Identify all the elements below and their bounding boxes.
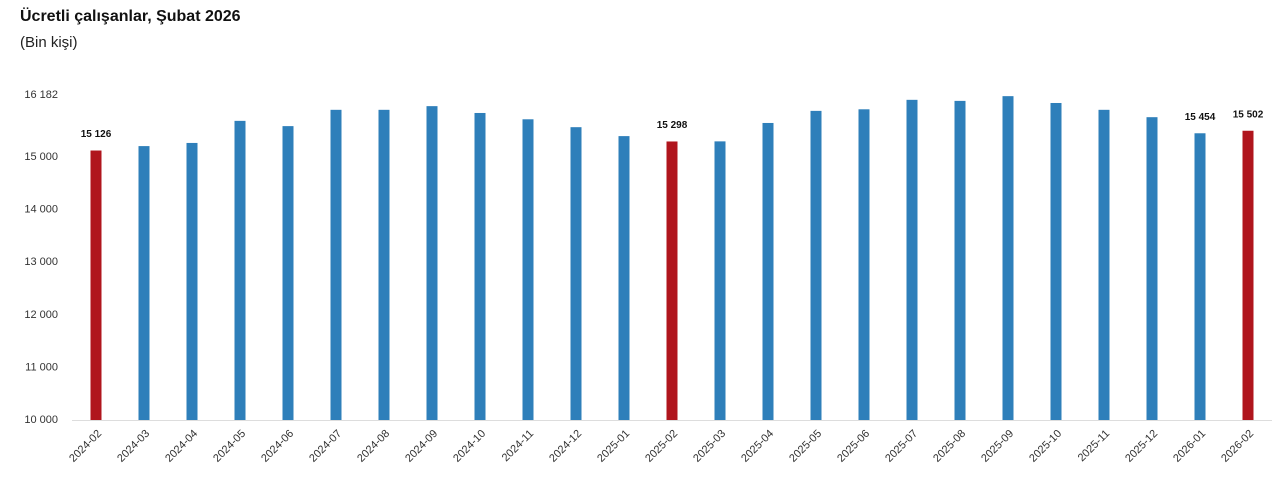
y-tick-label: 14 000 xyxy=(24,204,58,216)
x-tick-label: 2025-05 xyxy=(787,428,824,465)
x-tick-label: 2024-03 xyxy=(115,428,152,465)
x-tick-label: 2024-11 xyxy=(500,428,536,464)
bar xyxy=(1194,133,1206,420)
x-tick-label: 2024-12 xyxy=(547,428,584,465)
x-tick-label: 2024-09 xyxy=(403,428,440,465)
bar xyxy=(138,146,150,420)
bar xyxy=(186,142,198,420)
x-tick-label: 2024-04 xyxy=(163,428,200,465)
x-tick-label: 2026-01 xyxy=(1171,428,1208,465)
x-tick-label: 2025-11 xyxy=(1076,428,1112,464)
value-label: 15 502 xyxy=(1233,109,1264,120)
x-tick-label: 2025-02 xyxy=(643,428,680,465)
x-tick-label: 2025-06 xyxy=(835,428,872,465)
bar xyxy=(906,99,918,421)
bar xyxy=(282,126,294,420)
bar xyxy=(570,127,582,420)
chart-subtitle: (Bin kişi) xyxy=(20,34,78,51)
bar xyxy=(618,136,630,420)
bar xyxy=(810,110,822,420)
value-label: 15 298 xyxy=(657,120,688,131)
x-tick-label: 2025-10 xyxy=(1027,428,1064,465)
bar xyxy=(378,109,390,420)
bar xyxy=(666,141,678,420)
bar xyxy=(1146,117,1158,421)
bar xyxy=(522,119,534,420)
bar xyxy=(714,141,726,421)
bar xyxy=(1242,130,1254,420)
x-tick-label: 2025-08 xyxy=(931,428,968,465)
bar xyxy=(1050,102,1062,421)
x-tick-label: 2025-04 xyxy=(739,428,776,465)
chart-title: Ücretli çalışanlar, Şubat 2026 xyxy=(20,6,241,25)
bar xyxy=(762,122,774,420)
x-tick-label: 2025-09 xyxy=(979,428,1016,465)
bar xyxy=(234,120,246,420)
x-tick-label: 2024-02 xyxy=(67,428,104,465)
x-tick-label: 2024-07 xyxy=(307,428,344,465)
bar xyxy=(474,112,486,421)
y-tick-label: 16 182 xyxy=(24,89,58,101)
x-tick-label: 2024-08 xyxy=(355,428,392,465)
value-label: 15 454 xyxy=(1185,112,1216,123)
bar xyxy=(954,100,966,420)
y-tick-label: 11 000 xyxy=(25,361,58,373)
bar xyxy=(858,109,870,421)
x-tick-label: 2026-02 xyxy=(1219,428,1256,465)
bar xyxy=(1098,109,1110,420)
y-tick-label: 12 000 xyxy=(24,309,58,321)
bar xyxy=(330,109,342,420)
bar xyxy=(426,106,438,420)
bar xyxy=(90,150,102,420)
x-tick-label: 2025-07 xyxy=(883,428,920,465)
y-tick-label: 13 000 xyxy=(24,256,58,268)
y-tick-label: 10 000 xyxy=(24,414,58,426)
value-label: 15 126 xyxy=(81,129,112,140)
x-tick-label: 2025-12 xyxy=(1123,428,1160,465)
bar xyxy=(1002,96,1014,420)
x-tick-label: 2024-06 xyxy=(259,428,296,465)
x-tick-label: 2025-01 xyxy=(595,428,632,465)
y-tick-label: 15 000 xyxy=(24,151,58,163)
x-tick-label: 2024-10 xyxy=(451,428,488,465)
x-tick-label: 2024-05 xyxy=(211,428,248,465)
x-tick-label: 2025-03 xyxy=(691,428,728,465)
